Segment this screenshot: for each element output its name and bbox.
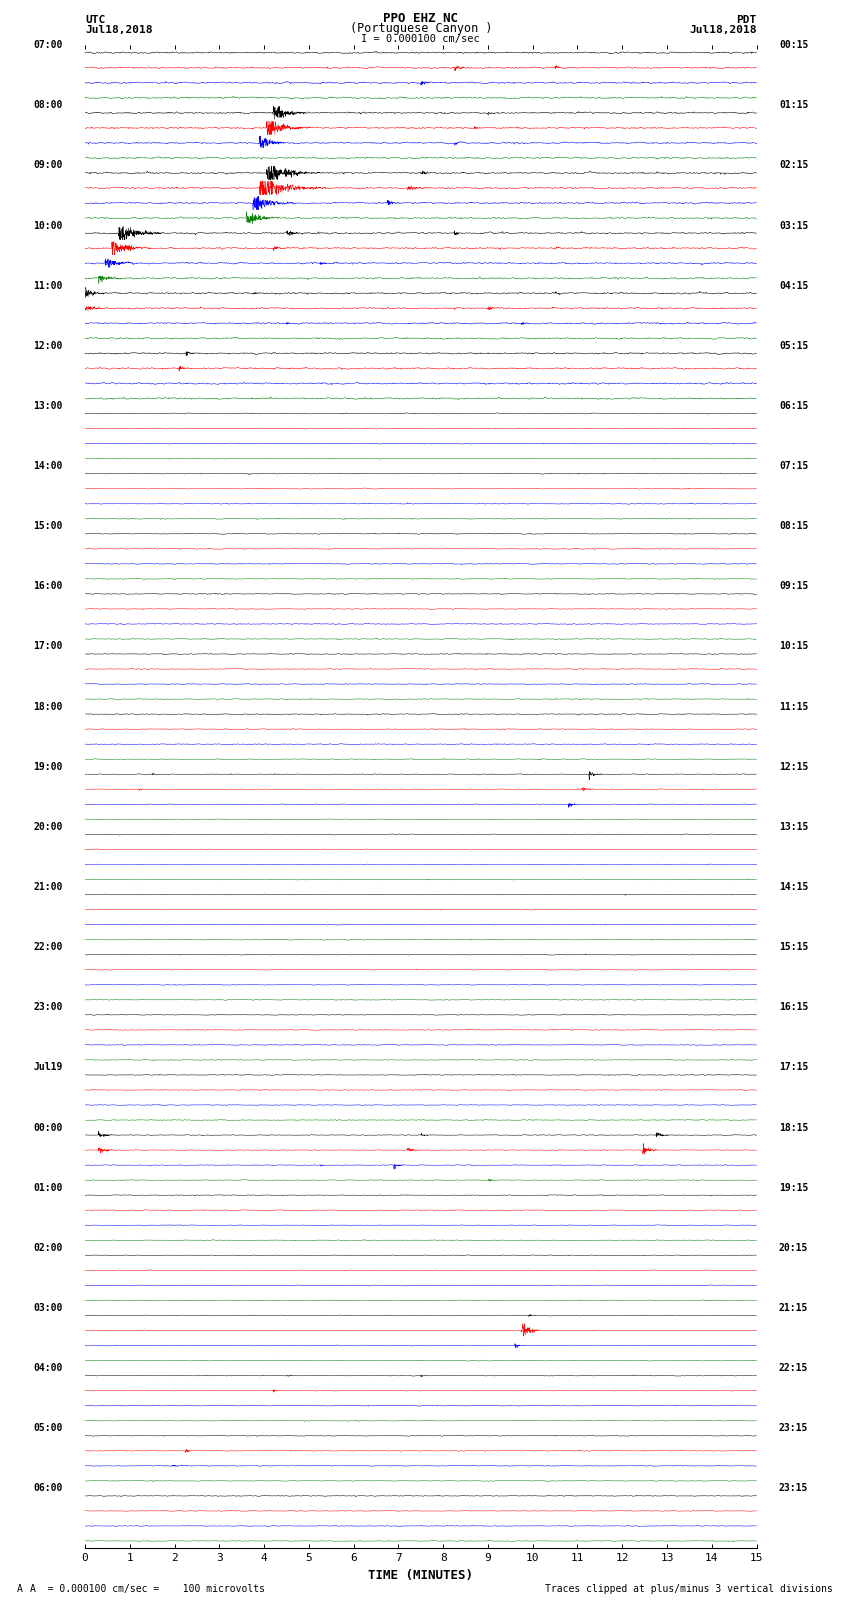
Text: 15:15: 15:15 [779,942,808,952]
Text: 07:00: 07:00 [33,40,63,50]
Text: PPO EHZ NC: PPO EHZ NC [383,11,458,24]
Text: 22:00: 22:00 [33,942,63,952]
Text: A  = 0.000100 cm/sec =    100 microvolts: A = 0.000100 cm/sec = 100 microvolts [30,1584,264,1594]
Text: 12:15: 12:15 [779,761,808,771]
Text: 09:00: 09:00 [33,160,63,171]
Text: 23:00: 23:00 [33,1002,63,1013]
Text: 06:00: 06:00 [33,1484,63,1494]
Text: 20:00: 20:00 [33,823,63,832]
Text: 16:15: 16:15 [779,1002,808,1013]
Text: 15:00: 15:00 [33,521,63,531]
Text: 06:15: 06:15 [779,402,808,411]
Text: (Portuguese Canyon ): (Portuguese Canyon ) [349,23,492,35]
Text: 08:15: 08:15 [779,521,808,531]
Text: 16:00: 16:00 [33,581,63,592]
Text: 10:15: 10:15 [779,642,808,652]
Text: Jul18,2018: Jul18,2018 [689,26,756,35]
Text: 18:15: 18:15 [779,1123,808,1132]
Text: 17:15: 17:15 [779,1063,808,1073]
Text: I = 0.000100 cm/sec: I = 0.000100 cm/sec [361,34,480,44]
Text: 05:15: 05:15 [779,340,808,350]
Text: Jul18,2018: Jul18,2018 [85,26,152,35]
Text: 12:00: 12:00 [33,340,63,350]
Text: 01:00: 01:00 [33,1182,63,1192]
Text: 21:00: 21:00 [33,882,63,892]
Text: 03:15: 03:15 [779,221,808,231]
Text: 13:15: 13:15 [779,823,808,832]
Text: 07:15: 07:15 [779,461,808,471]
Text: 01:15: 01:15 [779,100,808,110]
Text: 21:15: 21:15 [779,1303,808,1313]
Text: 14:15: 14:15 [779,882,808,892]
Text: 11:00: 11:00 [33,281,63,290]
Text: 17:00: 17:00 [33,642,63,652]
Text: 10:00: 10:00 [33,221,63,231]
Text: 00:15: 00:15 [779,40,808,50]
Text: A: A [17,1584,23,1594]
Text: 00:00: 00:00 [33,1123,63,1132]
Text: Traces clipped at plus/minus 3 vertical divisions: Traces clipped at plus/minus 3 vertical … [545,1584,833,1594]
Text: 23:15: 23:15 [779,1423,808,1434]
Text: 08:00: 08:00 [33,100,63,110]
Text: 18:00: 18:00 [33,702,63,711]
Text: 02:15: 02:15 [779,160,808,171]
Text: 19:00: 19:00 [33,761,63,771]
Text: 23:15: 23:15 [779,1484,808,1494]
Text: 04:15: 04:15 [779,281,808,290]
Text: 04:00: 04:00 [33,1363,63,1373]
X-axis label: TIME (MINUTES): TIME (MINUTES) [368,1569,473,1582]
Text: 20:15: 20:15 [779,1244,808,1253]
Text: PDT: PDT [736,15,756,24]
Text: Jul19: Jul19 [33,1063,63,1073]
Text: 11:15: 11:15 [779,702,808,711]
Text: 03:00: 03:00 [33,1303,63,1313]
Text: UTC: UTC [85,15,105,24]
Text: 19:15: 19:15 [779,1182,808,1192]
Text: 02:00: 02:00 [33,1244,63,1253]
Text: 14:00: 14:00 [33,461,63,471]
Text: 09:15: 09:15 [779,581,808,592]
Text: 13:00: 13:00 [33,402,63,411]
Text: 22:15: 22:15 [779,1363,808,1373]
Text: 05:00: 05:00 [33,1423,63,1434]
